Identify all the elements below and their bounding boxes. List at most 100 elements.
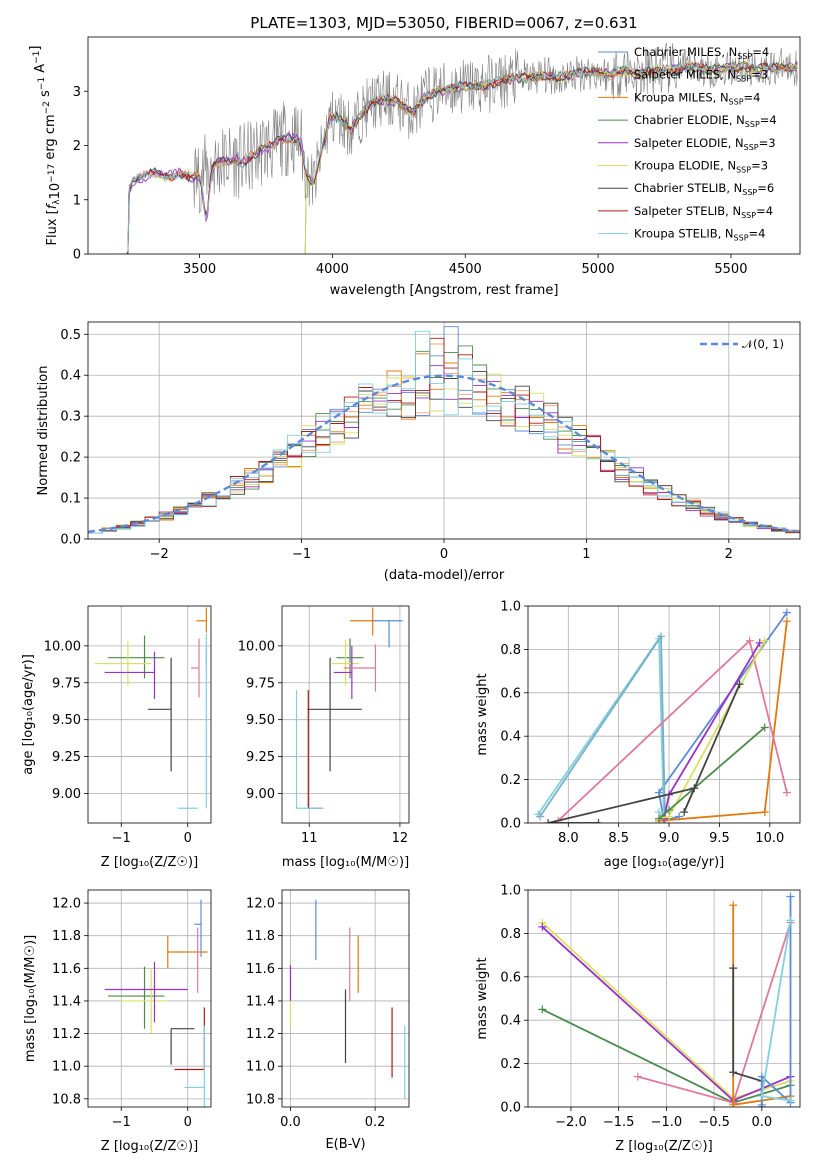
legend-label: Chabrier ELODIE, NSSP=4 <box>634 113 777 129</box>
y-axis-label-part: −1 <box>37 77 47 90</box>
legend-count: =4 <box>760 113 777 127</box>
y-tick-label: 9.75 <box>52 676 81 691</box>
chart-title: PLATE=1303, MJD=53050, FIBERID=0067, z=0… <box>250 14 637 32</box>
y-tick-label: 10.8 <box>52 1092 81 1107</box>
y-tick-label: 0.0 <box>500 1101 521 1116</box>
weight-point-marker <box>656 632 665 641</box>
x-tick-label: −1 <box>292 547 311 562</box>
y-tick-label: 9.25 <box>52 750 81 765</box>
legend-label: Salpeter STELIB, NSSP=4 <box>634 204 773 220</box>
y-tick-label: 12.0 <box>52 897 81 912</box>
x-tick-label: 12 <box>392 831 409 846</box>
axes-frame <box>527 605 801 824</box>
legend-count: =4 <box>752 45 769 59</box>
weight-point-marker <box>690 784 699 793</box>
legend-label: Salpeter ELODIE, NSSP=3 <box>634 136 776 152</box>
y-tick-label: 0.2 <box>500 1057 521 1072</box>
weight-point-marker <box>654 788 663 797</box>
y-tick-label: 12.0 <box>246 897 275 912</box>
weight-point-marker <box>633 1072 642 1081</box>
axes-frame <box>87 889 212 1108</box>
legend-text: Salpeter STELIB, N <box>634 204 741 218</box>
legend-text: Salpeter MILES, N <box>634 68 736 82</box>
axes-frame <box>281 605 410 824</box>
y-axis-label: Normed distribution <box>36 366 51 496</box>
panel-weight_vs_age: 8.0 8.5 9.0 9.5 10.0 0.0 0.2 0.4 0.6 0.8 1.0 age [l… <box>475 600 801 870</box>
y-axis-label: age [log₁₀(age/yr)] <box>21 654 36 775</box>
legend-label: Kroupa STELIB, NSSP=4 <box>634 227 765 243</box>
x-tick-label: −2 <box>150 547 169 562</box>
y-tick-label: 11.4 <box>246 994 275 1009</box>
x-axis-label: Z [log₁₀(Z/Z☉)] <box>615 1139 712 1154</box>
weight-point-marker <box>729 901 738 910</box>
panel-mass_vs_EBV: 0.0 0.2 10.8 11.0 11.2 11.4 11.6 11.8 12.0 E(B-V) <box>246 889 410 1152</box>
x-tick-label: 1 <box>582 547 590 562</box>
y-axis-label-part: Flux [ <box>45 209 60 245</box>
plot-area <box>528 890 800 1107</box>
weight-point-marker <box>654 814 663 823</box>
y-axis-label: mass weight <box>475 957 490 1039</box>
weight-point-marker <box>665 805 674 814</box>
legend-sub: SSP <box>737 52 752 61</box>
y-axis-label-part: erg cm <box>43 114 58 163</box>
y-axis-label: Flux [fλ10−17 erg cm−2 s−1 A−1] <box>28 46 63 246</box>
y-axis-label-part: s <box>38 90 53 101</box>
y-tick-label: 0.6 <box>500 686 521 701</box>
legend-label: Kroupa MILES, NSSP=4 <box>634 90 760 106</box>
x-tick-label: 3500 <box>183 262 216 277</box>
legend-label: Salpeter MILES, NSSP=3 <box>634 68 768 84</box>
weight-line-1 <box>658 611 788 822</box>
x-tick-label: −0.5 <box>698 1115 730 1130</box>
x-tick-label: 11 <box>301 831 318 846</box>
legend-count: =3 <box>759 136 776 150</box>
legend-text: Kroupa ELODIE, N <box>634 159 736 173</box>
y-axis-label-part: ] <box>28 46 43 51</box>
y-tick-label: 11.2 <box>52 1027 81 1042</box>
x-axis-label: mass [log₁₀(M/M☉)] <box>282 855 409 870</box>
weight-point-marker <box>782 617 791 626</box>
y-axis-label: mass [log₁₀(M/M☉)] <box>23 935 38 1062</box>
y-tick-label: 11.0 <box>246 1060 275 1075</box>
axes-frame <box>87 605 212 824</box>
legend-sub: SSP <box>734 234 749 243</box>
x-axis-label: Z [log₁₀(Z/Z☉)] <box>101 855 198 870</box>
weight-point-marker <box>729 964 738 973</box>
legend-text: Chabrier STELIB, N <box>634 181 742 195</box>
weight-point-marker <box>538 1005 547 1014</box>
legend-count: =3 <box>751 68 768 82</box>
plot-area <box>119 42 798 254</box>
y-tick-label: 1.0 <box>500 600 521 615</box>
weight-point-marker <box>760 636 769 645</box>
legend-count: =4 <box>756 204 773 218</box>
y-tick-label: 11.4 <box>52 994 81 1009</box>
weight-point-marker <box>745 636 754 645</box>
y-tick-label: 1 <box>73 193 81 208</box>
y-axis-label-part: λ <box>52 199 62 205</box>
weight-point-marker <box>782 788 791 797</box>
plot-area <box>88 322 800 539</box>
legend-count: =6 <box>757 181 774 195</box>
panel-age_vs_mass: 11 12 9.00 9.25 9.50 9.75 10.00 mass [log₁₀(M/M… <box>238 605 410 870</box>
plot-area <box>282 890 409 1107</box>
x-tick-label: 0.0 <box>280 1115 301 1130</box>
x-tick-label: 4500 <box>449 262 482 277</box>
y-tick-label: 9.00 <box>246 787 275 802</box>
y-tick-label: 11.6 <box>246 962 275 977</box>
y-axis-label: mass weight <box>475 673 490 755</box>
y-tick-label: 0.1 <box>60 492 81 507</box>
y-tick-label: 11.2 <box>246 1027 275 1042</box>
panel-mass_vs_Z: −1 0 10.8 11.0 11.2 11.4 11.6 11.8 12.0 Z [log₁₀(… <box>23 889 212 1154</box>
y-axis-label-part: −17 <box>47 164 57 183</box>
x-tick-label: 9.0 <box>659 831 680 846</box>
panel-residuals: −2 −1 0 1 2 0.0 0.1 0.2 0.3 0.4 0.5 (data-model)/er… <box>36 321 801 583</box>
x-tick-label: 0 <box>184 831 192 846</box>
x-tick-label: 4000 <box>316 262 349 277</box>
legend-sub: SSP <box>729 97 744 106</box>
weight-point-marker <box>536 812 545 821</box>
y-tick-label: 0.2 <box>500 773 521 788</box>
y-axis-label-part: −2 <box>42 101 52 114</box>
panel-spectrum: 3500 4000 4500 5000 5500 0 1 2 3 PLATE=1303, MJD=… <box>28 14 801 298</box>
weight-point-marker <box>786 892 795 901</box>
x-tick-label: 0 <box>184 1115 192 1130</box>
